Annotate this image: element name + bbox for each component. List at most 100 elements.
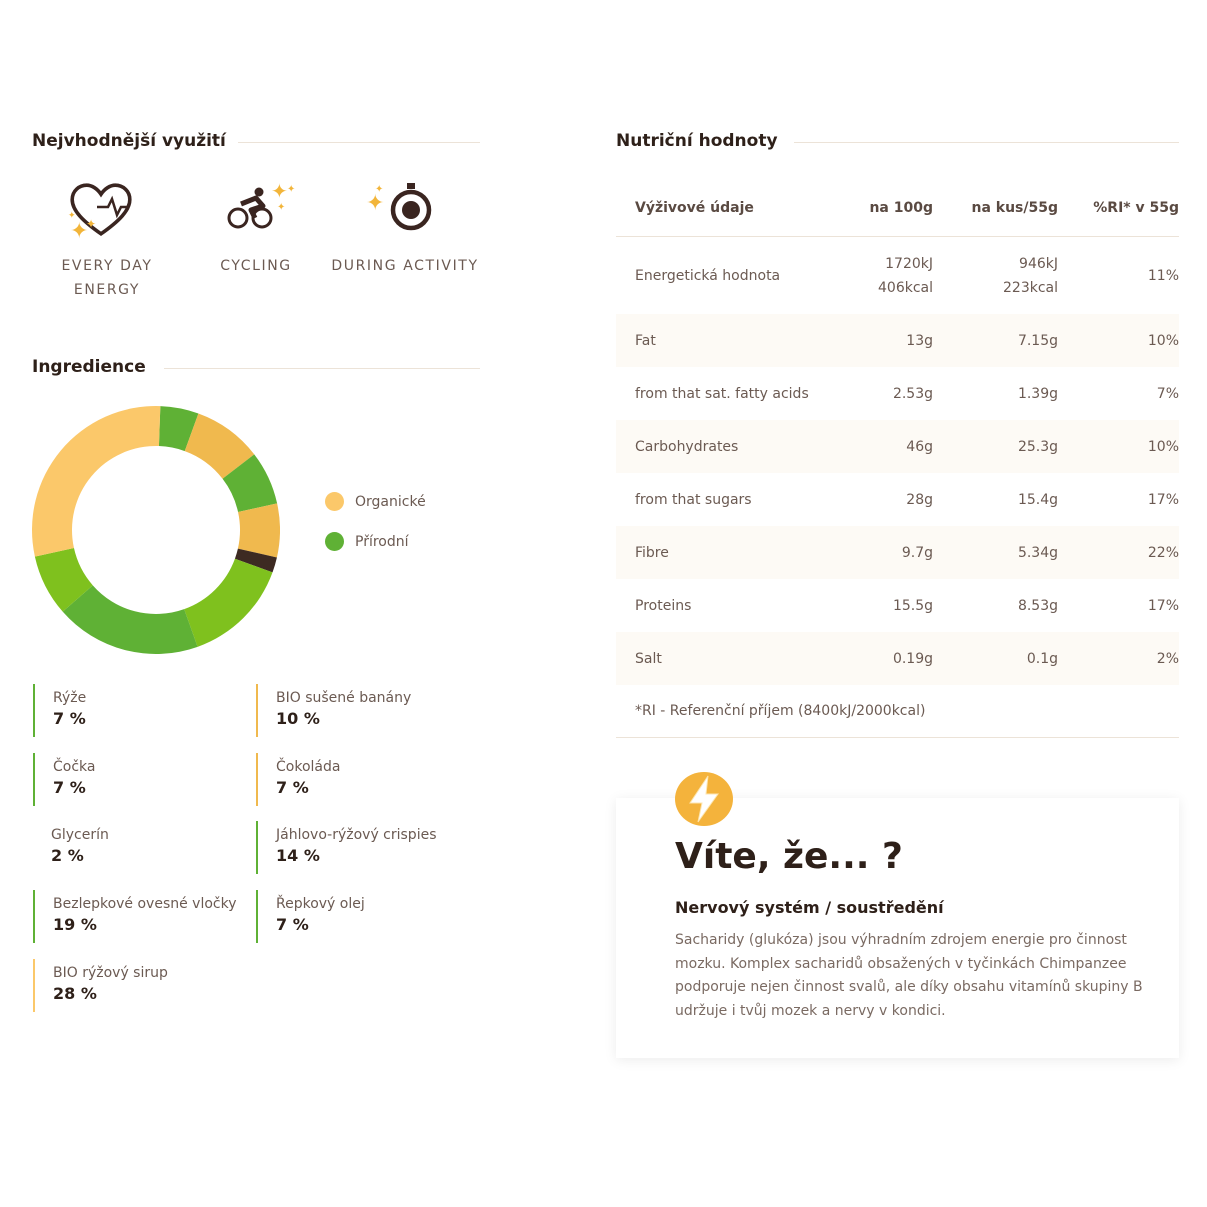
row-value-100g: 0.19g [892,650,933,667]
svg-text:✦: ✦ [277,202,285,213]
row-value-100g: 13g [906,332,933,349]
ingredient-item: BIO rýžový sirup 28 % [33,959,263,1012]
cyclist-icon: ✦ ✦ ✦ [211,179,301,250]
ingredient-name: BIO rýžový sirup [53,965,168,981]
ingredient-percent: 28 % [53,984,97,1003]
ingredient-marker [256,821,258,874]
lightning-icon [675,772,733,826]
row-value-piece: 5.34g [1017,544,1058,561]
ingredient-percent: 2 % [51,846,84,865]
row-value-piece: 0.1g [1026,650,1058,667]
energy-kj: 946kJ [1019,255,1058,272]
ingredient-name: BIO sušené banány [276,690,412,706]
usage-label: EVERY DAY ENERGY [61,258,153,298]
row-value-ri: 10% [1147,332,1179,349]
ingredient-marker [256,890,258,943]
donut-slice-1 [184,413,255,479]
ingredient-percent: 7 % [276,915,309,934]
row-value-piece: 946kJ 223kcal [933,252,1058,300]
fact-text: Sacharidy (glukóza) jsou výhradním zdroj… [675,932,1143,1019]
ingredient-item: Řepkový olej 7 % [256,890,486,943]
ingredient-marker [33,753,35,806]
table-header-row: Výživové údaje na 100g na kus/55g %RI* v… [616,180,1179,237]
row-label: Salt [635,650,662,667]
header-cell: Výživové údaje [635,200,754,216]
table-footnote: *RI - Referenční příjem (8400kJ/2000kcal… [616,685,1179,738]
fact-title: Víte, že... ? [675,836,903,877]
ingredients-donut-chart [32,406,280,654]
ingredient-marker [256,753,258,806]
donut-slice-7 [34,548,93,612]
row-value-piece: 8.53g [1017,597,1058,614]
legend-swatch [325,492,344,511]
ingredient-percent: 7 % [53,709,86,728]
table-row: Proteins 15.5g 8.53g 17% [616,579,1179,632]
table-row: Fibre 9.7g 5.34g 22% [616,526,1179,579]
row-label: from that sat. fatty acids [635,385,809,402]
donut-slice-3 [237,503,280,558]
table-row: from that sat. fatty acids 2.53g 1.39g 7… [616,367,1179,420]
usage-divider [238,142,480,143]
donut-slice-6 [62,585,198,654]
row-value-ri: 2% [1156,650,1179,667]
ingredients-divider [164,368,480,369]
row-label: Fat [635,332,656,349]
donut-slice-4 [234,548,277,573]
row-value-100g: 2.53g [892,385,933,402]
energy-kcal: 223kcal [1003,279,1058,296]
svg-text:✦: ✦ [375,184,383,195]
svg-text:✦: ✦ [70,219,88,244]
stopwatch-icon: ✦ ✦ [360,180,450,250]
row-value-ri: 22% [1147,544,1179,561]
ingredient-name: Glycerín [51,827,109,843]
row-label: Energetická hodnota [635,267,781,284]
ingredient-item: Čokoláda 7 % [256,753,486,806]
ingredient-name: Řepkový olej [276,896,365,912]
usage-label: DURING ACTIVITY [331,258,479,274]
row-label: Carbohydrates [635,438,739,455]
header-cell: na kus/55g [971,200,1058,216]
ingredient-name: Bezlepkové ovesné vločky [53,896,237,912]
table-row: Carbohydrates 46g 25.3g 10% [616,420,1179,473]
donut-slice-2 [222,454,278,512]
row-value-ri: 17% [1147,597,1179,614]
row-label: Fibre [635,544,669,561]
ingredient-name: Čokoláda [276,759,341,775]
ingredient-percent: 14 % [276,846,320,865]
ingredient-percent: 7 % [276,778,309,797]
ingredient-marker [33,959,35,1012]
row-value-100g: 1720kJ 406kcal [855,252,933,300]
row-value-piece: 7.15g [1017,332,1058,349]
usage-label: CYCLING [220,258,292,274]
fact-subtitle: Nervový systém / soustředění [675,898,944,917]
donut-slice-0 [158,406,199,452]
ingredient-name: Čočka [53,759,96,775]
row-value-100g: 46g [906,438,933,455]
ingredient-item: BIO sušené banány 10 % [256,684,486,737]
table-row: Fat 13g 7.15g 10% [616,314,1179,367]
row-label: from that sugars [635,491,752,508]
legend-label: Přírodní [355,533,409,550]
energy-kj: 1720kJ [885,255,933,272]
row-value-ri: 17% [1147,491,1179,508]
ingredients-title: Ingredience [32,357,146,377]
ingredient-marker [256,684,258,737]
fact-card [616,798,1179,1058]
table-row: Salt 0.19g 0.1g 2% [616,632,1179,685]
svg-text:✦: ✦ [271,180,288,203]
usage-item-cycling: ✦ ✦ ✦ CYCLING [181,179,331,278]
ingredient-marker [33,684,35,737]
row-value-piece: 15.4g [1017,491,1058,508]
svg-text:✦: ✦ [287,184,295,195]
table-row: from that sugars 28g 15.4g 17% [616,473,1179,526]
row-value-ri: 10% [1147,438,1179,455]
row-value-100g: 28g [906,491,933,508]
nutrition-table: Výživové údaje na 100g na kus/55g %RI* v… [616,180,1179,738]
row-value-100g: 15.5g [892,597,933,614]
usage-item-everyday: ✦ ✦ ✦ EVERY DAY ENERGY [32,180,182,302]
row-value-100g: 9.7g [901,544,933,561]
ingredient-percent: 7 % [53,778,86,797]
legend-item-organic: Organické [325,492,426,511]
ingredient-item: Čočka 7 % [33,753,263,806]
header-cell: %RI* v 55g [1093,200,1179,216]
